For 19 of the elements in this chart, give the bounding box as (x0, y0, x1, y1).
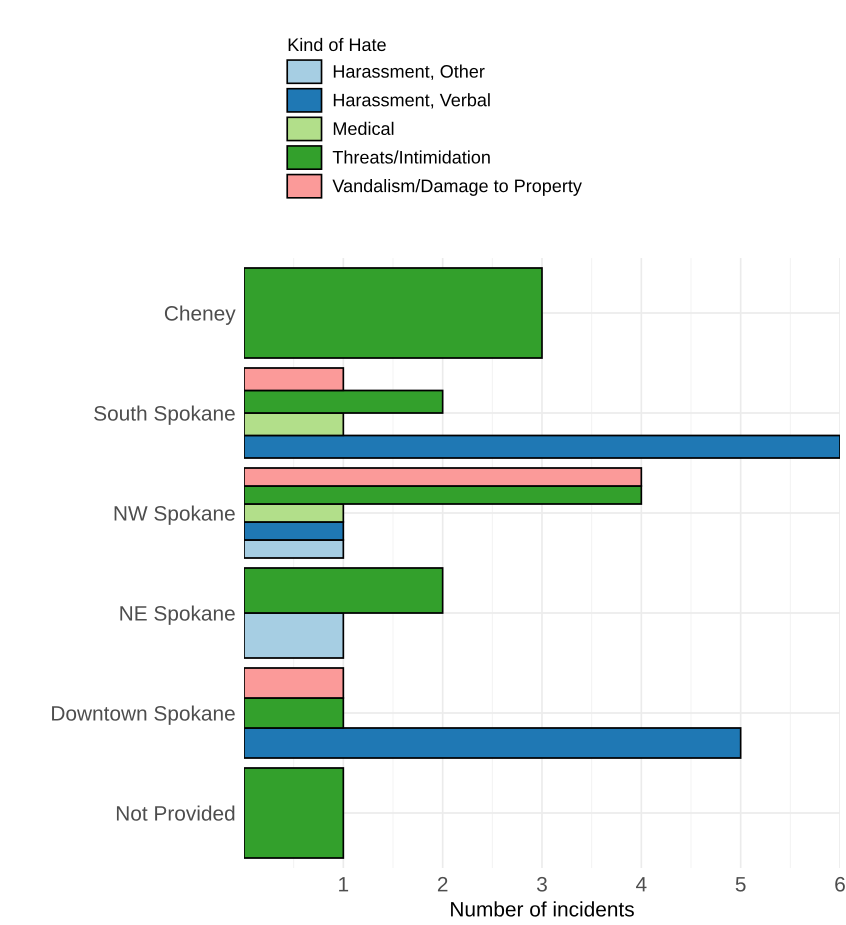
y-tick-label: Downtown Spokane (52, 705, 235, 725)
legend-label: Harassment, Verbal (334, 93, 490, 109)
x-tick-label: 5 (736, 877, 746, 892)
legend-label: Threats/Intimidation (332, 150, 490, 164)
legend-label: Vandalism/Damage to Property (332, 179, 582, 196)
y-tick-label: NW Spokane (114, 505, 235, 525)
legend-title: Kind of Hate (288, 38, 386, 52)
y-tick-label: South Spokane (94, 405, 235, 425)
legend-label: Medical (334, 122, 394, 136)
y-tick-label: NE Spokane (120, 605, 235, 625)
y-tick-label: Cheney (164, 305, 236, 325)
x-tick-label: 2 (438, 876, 448, 892)
x-tick-label: 4 (636, 877, 647, 892)
x-tick-label: 1 (339, 877, 348, 892)
x-axis-title: Number of incidents (451, 901, 634, 917)
legend-label: Harassment, Other (334, 64, 485, 80)
y-tick-label: Not Provided (116, 805, 234, 821)
x-tick-label: 3 (537, 876, 547, 892)
x-tick-label: 6 (835, 876, 845, 892)
